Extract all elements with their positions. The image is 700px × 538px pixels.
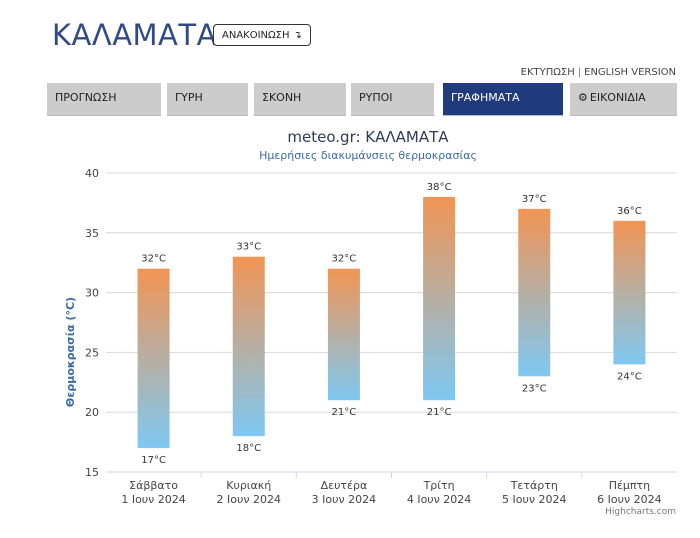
tab-label: ΕΙΚΟΝΙΔΙΑ: [589, 91, 646, 104]
tab-label: ΓΥΡΗ: [175, 91, 203, 104]
low-temp-label: 24°C: [617, 371, 642, 382]
y-axis-ticks: 15 20 25 30 35 40: [85, 167, 99, 479]
y-tick-label: 35: [85, 227, 99, 240]
tab-pollen[interactable]: ΓΥΡΗ: [167, 83, 248, 116]
temperature-bar: [232, 256, 265, 437]
tab-charts[interactable]: ΓΡΑΦΗΜΑΤΑ: [443, 83, 563, 116]
low-temp-label: 21°C: [427, 407, 452, 418]
chart-title: meteo.gr: ΚΑΛΑΜΑΤΑ: [287, 128, 449, 146]
temperature-bar: [613, 220, 646, 365]
tab-widgets[interactable]: ⚙ ΕΙΚΟΝΙΔΙΑ: [570, 83, 677, 116]
arrow-down-icon: ↴: [293, 29, 302, 41]
low-temp-label: 18°C: [236, 443, 261, 454]
x-date-label: 3 Ιουν 2024: [312, 493, 376, 506]
high-temp-label: 33°C: [236, 242, 261, 253]
grid-lines: [106, 172, 677, 478]
tab-dust[interactable]: ΣΚΟΝΗ: [254, 83, 346, 116]
y-tick-label: 30: [85, 287, 99, 300]
link-separator: |: [577, 67, 582, 78]
low-temp-label: 17°C: [141, 455, 166, 466]
city-title: ΚΑΛΑΜΑΤΑ: [52, 18, 217, 52]
gear-icon: ⚙: [578, 91, 588, 104]
top-links: ΕΚΤΥΠΩΣΗ | ENGLISH VERSION: [521, 67, 676, 78]
temperature-chart: meteo.gr: ΚΑΛΑΜΑΤΑ Ημερήσιες διακυμάνσει…: [64, 128, 677, 517]
bars: 32°C 17°C 33°C 18°C 32°C 21°C 38°C 21°C 37°C 23°C…: [137, 182, 646, 466]
x-day-label: Τρίτη: [423, 479, 455, 492]
x-day-label: Κυριακή: [226, 479, 271, 492]
y-tick-label: 20: [85, 406, 99, 419]
chart-credits[interactable]: Highcharts.com: [605, 507, 676, 517]
x-day-label: Δευτέρα: [321, 479, 368, 492]
english-version-link[interactable]: ENGLISH VERSION: [584, 67, 676, 78]
x-day-label: Σάββατο: [129, 479, 178, 492]
tab-label: ΓΡΑΦΗΜΑΤΑ: [451, 91, 520, 104]
tab-label: ΣΚΟΝΗ: [262, 91, 302, 104]
y-tick-label: 15: [85, 466, 99, 479]
temperature-bar: [327, 268, 360, 401]
print-link[interactable]: ΕΚΤΥΠΩΣΗ: [520, 67, 575, 78]
x-date-label: 5 Ιουν 2024: [502, 493, 566, 506]
announcement-label: ΑΝΑΚΟΙΝΩΣΗ: [222, 29, 290, 41]
temperature-bar: [423, 196, 456, 401]
y-tick-label: 25: [85, 346, 99, 359]
tab-pollutants[interactable]: ΡΥΠΟΙ: [351, 83, 434, 116]
high-temp-label: 38°C: [427, 182, 452, 193]
temperature-bar: [137, 268, 170, 449]
tab-label: ΡΥΠΟΙ: [359, 91, 393, 104]
y-tick-label: 40: [85, 167, 99, 180]
low-temp-label: 21°C: [332, 407, 357, 418]
low-temp-label: 23°C: [522, 383, 547, 394]
x-day-label: Τετάρτη: [510, 479, 558, 492]
x-date-label: 4 Ιουν 2024: [407, 493, 471, 506]
x-day-label: Πέμπτη: [609, 479, 650, 492]
high-temp-label: 32°C: [332, 254, 357, 265]
x-date-label: 2 Ιουν 2024: [217, 493, 281, 506]
x-date-label: 6 Ιουν 2024: [597, 493, 661, 506]
announcement-button[interactable]: ΑΝΑΚΟΙΝΩΣΗ ↴: [213, 24, 311, 46]
temperature-bar: [518, 208, 551, 377]
chart-subtitle: Ημερήσιες διακυμάνσεις θερμοκρασίας: [259, 149, 477, 162]
nav-tabs: ΠΡΟΓΝΩΣΗ ΓΥΡΗ ΣΚΟΝΗ ΡΥΠΟΙ ΓΡΑΦΗΜΑΤΑ ⚙ ΕΙΚ…: [47, 83, 677, 116]
tab-forecast[interactable]: ΠΡΟΓΝΩΣΗ: [47, 83, 161, 116]
high-temp-label: 36°C: [617, 206, 642, 217]
high-temp-label: 32°C: [141, 254, 166, 265]
x-date-label: 1 Ιουν 2024: [121, 493, 185, 506]
tab-label: ΠΡΟΓΝΩΣΗ: [55, 91, 117, 104]
y-axis-label: Θερμοκρασία (°C): [64, 297, 77, 407]
high-temp-label: 37°C: [522, 194, 547, 205]
